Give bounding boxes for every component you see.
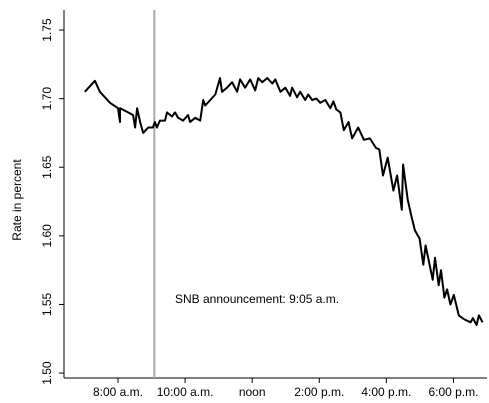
y-tick-label: 1.50 — [40, 361, 54, 385]
data-line — [84, 77, 484, 326]
x-tick-label: 2:00 p.m. — [294, 385, 344, 399]
x-tick-label: 4:00 p.m. — [361, 385, 411, 399]
x-tick-label: noon — [239, 385, 266, 399]
y-tick-label: 1.65 — [40, 155, 54, 179]
y-tick-label: 1.75 — [40, 18, 54, 42]
y-tick-label: 1.55 — [40, 292, 54, 316]
y-tick-label: 1.70 — [40, 87, 54, 111]
x-tick-label: 10:00 a.m. — [157, 385, 214, 399]
x-tick-label: 6:00 p.m. — [428, 385, 478, 399]
y-axis-label: Rate in percent — [10, 159, 24, 241]
y-tick-label: 1.60 — [40, 224, 54, 248]
x-tick-label: 8:00 a.m. — [93, 385, 143, 399]
annotation: SNB announcement: 9:05 a.m. — [175, 292, 339, 306]
